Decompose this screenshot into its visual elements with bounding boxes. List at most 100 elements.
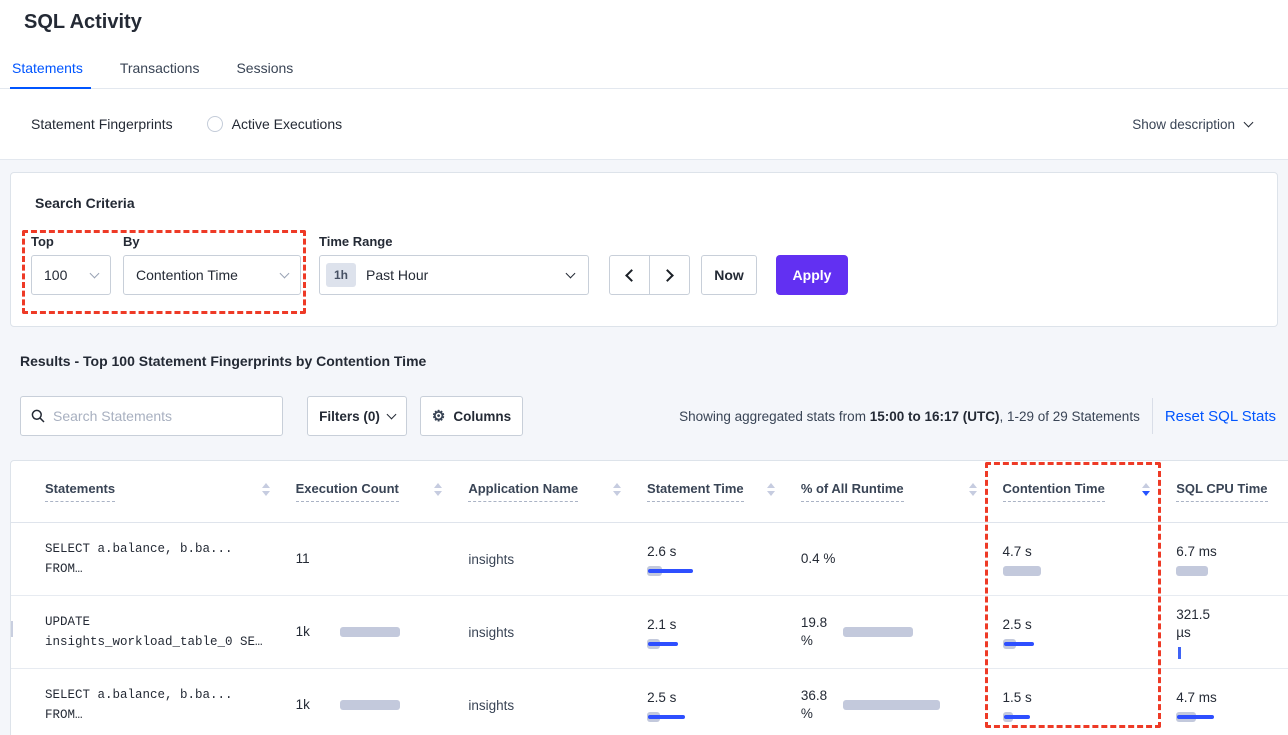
bar-chart: [1002, 638, 1034, 649]
search-statements-input[interactable]: [53, 408, 272, 424]
apply-button-label: Apply: [792, 267, 832, 283]
sort-icon: [261, 483, 270, 496]
table-row: UPDATE insights_workload_table_0 SE… 1k ins…: [11, 596, 1288, 669]
bar-chart: [1002, 711, 1030, 722]
bar-chart: [647, 711, 686, 722]
statement-text: SELECT a.balance, b.ba...: [45, 687, 233, 702]
time-range-select[interactable]: 1h Past Hour: [319, 255, 589, 295]
next-time-button[interactable]: [650, 256, 689, 294]
radio-label: Active Executions: [231, 116, 343, 132]
time-nav-group: [609, 255, 690, 295]
column-header-of-all-runtime[interactable]: % of All Runtime: [791, 481, 993, 502]
sort-icon: [766, 483, 775, 496]
by-select-value: Contention Time: [136, 267, 238, 283]
column-header-statement-time[interactable]: Statement Time: [637, 481, 791, 502]
application-name-text: insights: [468, 551, 515, 567]
tab-statements[interactable]: Statements: [10, 57, 91, 89]
top-select[interactable]: 100: [31, 255, 111, 295]
metric-value: 1k: [295, 624, 310, 639]
toolbar-divider: [1151, 398, 1153, 434]
sort-icon: [613, 483, 622, 496]
table-row: SELECT a.balance, b.ba... FROM… 11 insights…: [11, 523, 1288, 637]
prev-time-button[interactable]: [610, 256, 650, 294]
page-title: SQL Activity: [24, 11, 142, 33]
showing-stats-range: 15:00 to 16:17 (UTC): [869, 408, 1000, 424]
column-header-statements[interactable]: Statements: [11, 481, 286, 502]
column-header-label: Application Name: [468, 481, 579, 502]
bar-tick: [11, 621, 13, 637]
statement-text: insights_workload_table_0 SE…: [45, 634, 263, 649]
bar-chart: [339, 700, 400, 710]
statement-text: FROM…: [45, 707, 83, 722]
statement-link[interactable]: UPDATE insights_workload_table_0 SE…: [11, 613, 286, 652]
table-body: SELECT a.balance, b.ba... FROM… 11 insights…: [11, 523, 1288, 735]
metric-value: 4.7 ms: [1176, 689, 1217, 705]
tab-sessions[interactable]: Sessions: [236, 60, 294, 76]
bar-chart: [842, 627, 913, 637]
bar-chart: [842, 700, 940, 710]
cell-pct-runtime: 19.8 %: [791, 614, 993, 650]
cell-execution-count: 11: [11, 550, 459, 637]
gear-icon: ⚙: [431, 407, 446, 425]
metric-value: 2.5 s: [1002, 616, 1032, 632]
cell-execution-count: 1k: [286, 696, 459, 714]
bar-chart: [1176, 565, 1209, 576]
tab-transactions[interactable]: Transactions: [119, 60, 200, 76]
cell-execution-count: 1k: [286, 623, 459, 641]
application-name-text: insights: [468, 624, 515, 640]
metric-value: 11: [295, 551, 310, 566]
column-header-label: Statement Time: [647, 481, 744, 502]
cell-contention-time: 2.5 s: [993, 616, 1167, 649]
radio-statement-fingerprints[interactable]: Statement Fingerprints: [31, 116, 173, 211]
now-button-label: Now: [714, 267, 744, 283]
metric-value: 2.5 s: [647, 689, 677, 705]
cell-pct-runtime: 36.8 %: [791, 687, 993, 723]
now-button[interactable]: Now: [701, 255, 757, 295]
view-toggle-row: Statement Fingerprints Active Executions …: [0, 89, 1288, 211]
table-header-row: Statements Execution Count Application Nam…: [11, 461, 1288, 523]
chevron-down-icon: [89, 268, 100, 278]
statement-link[interactable]: SELECT a.balance, b.ba... FROM…: [11, 686, 286, 725]
radio-label: Statement Fingerprints: [31, 116, 173, 132]
results-heading: Results - Top 100 Statement Fingerprints…: [20, 353, 427, 369]
cell-statement-time: 2.6 s: [637, 543, 791, 576]
statement-link[interactable]: SELECT a.balance, b.ba... FROM…: [11, 540, 286, 579]
sort-icon: [434, 483, 443, 496]
cell-contention-time: 4.7 s: [993, 543, 1167, 576]
reset-sql-stats-link[interactable]: Reset SQL Stats: [1164, 407, 1276, 425]
apply-button[interactable]: Apply: [776, 255, 848, 295]
cell-contention-time: 1.5 s: [993, 689, 1167, 722]
bar-chart: [1176, 711, 1215, 722]
by-select[interactable]: Contention Time: [123, 255, 301, 295]
bar-chart: [339, 627, 400, 637]
tab-bar: Statements Transactions Sessions: [0, 57, 1288, 89]
columns-button[interactable]: ⚙ Columns: [420, 396, 523, 436]
chevron-left-icon: [625, 268, 638, 282]
column-header-execution-count[interactable]: Execution Count: [286, 481, 459, 502]
cell-statement-time: 2.5 s: [637, 689, 791, 722]
chevron-down-icon: [386, 409, 397, 419]
column-header-label: Contention Time: [1002, 481, 1105, 502]
page-header: SQL Activity Statements Transactions Sessi…: [0, 0, 1288, 211]
view-toggle: Statement Fingerprints Active Executions: [31, 116, 343, 211]
chevron-right-icon: [661, 268, 674, 282]
radio-active-executions[interactable]: Active Executions: [206, 116, 343, 132]
cell-sql-cpu-time: 4.7 ms: [1166, 689, 1288, 722]
bar-chart: [647, 565, 694, 576]
radio-icon: [206, 116, 223, 132]
column-header-sql-cpu-time[interactable]: SQL CPU Time: [1166, 481, 1288, 502]
table-row: SELECT a.balance, b.ba... FROM… 1k insights…: [11, 669, 1288, 735]
metric-value: 19.8 %: [800, 615, 828, 648]
showing-stats-suffix: , 1-29 of 29 Statements: [999, 408, 1140, 424]
time-range-value: Past Hour: [366, 267, 429, 283]
column-header-application-name[interactable]: Application Name: [458, 481, 637, 502]
metric-value: 6.7 ms: [1176, 543, 1217, 559]
column-header-contention-time[interactable]: Contention Time: [993, 481, 1167, 502]
show-description-toggle[interactable]: Show description: [1132, 117, 1254, 132]
cell-application-name: insights: [458, 552, 637, 567]
filters-button[interactable]: Filters (0): [307, 396, 407, 436]
metric-value: 36.8 %: [800, 688, 828, 721]
cell-sql-cpu-time: 6.7 ms: [1166, 543, 1288, 576]
metric-value: 2.1 s: [647, 616, 677, 632]
